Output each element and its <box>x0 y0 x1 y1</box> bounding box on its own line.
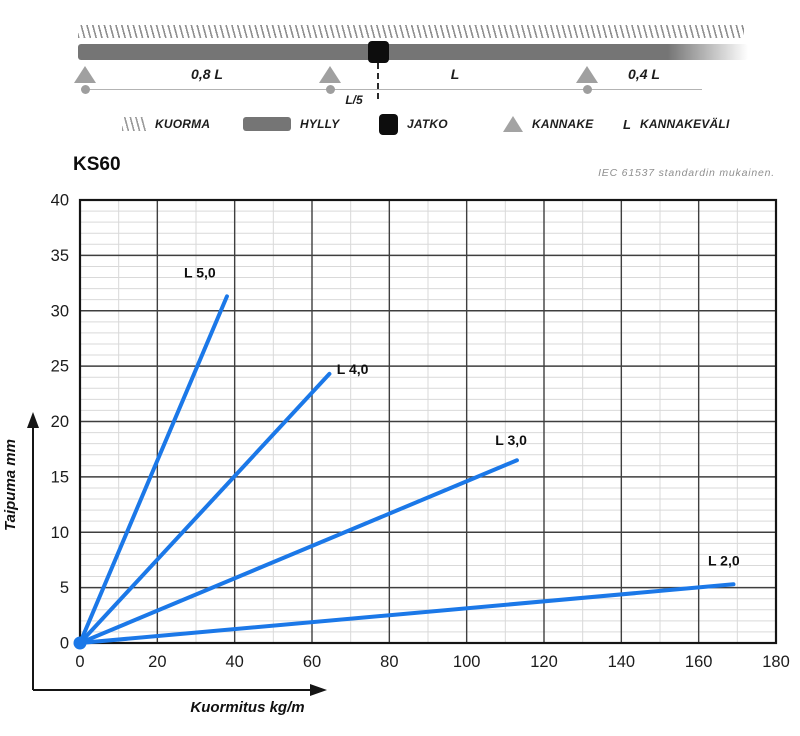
dimension-dot-right <box>583 85 592 94</box>
x-tick-label: 120 <box>530 653 558 671</box>
dimension-dot-left <box>81 85 90 94</box>
load-hatch-strip <box>78 25 744 38</box>
legend-label: KANNAKE <box>532 117 594 131</box>
x-axis-arrowhead <box>310 684 327 696</box>
shelf-bar-icon <box>243 117 291 131</box>
beam-schematic: 0,8 L L 0,4 L L/5 <box>0 0 800 150</box>
dimension-line <box>85 89 702 90</box>
span-label-left: 0,8 L <box>191 66 223 82</box>
legend-item-jatko: JATKO <box>379 110 448 138</box>
span-label-mid: L <box>450 66 460 82</box>
legend-label: JATKO <box>407 117 448 131</box>
y-axis-title: Taipuma mm <box>2 439 19 531</box>
y-tick-label: 15 <box>51 468 69 486</box>
x-tick-label: 0 <box>75 653 84 671</box>
series-label: L 4,0 <box>337 361 369 377</box>
support-triangle-middle <box>319 66 341 83</box>
plot-border <box>78 198 778 645</box>
x-tick-label: 100 <box>453 653 481 671</box>
x-tick-label: 160 <box>685 653 713 671</box>
joint-dashed-line <box>377 63 379 99</box>
x-tick-label: 180 <box>762 653 790 671</box>
series-label: L 5,0 <box>184 265 216 281</box>
y-tick-label: 20 <box>51 413 69 431</box>
x-tick-label: 20 <box>148 653 166 671</box>
legend-item-kannakevali: L KANNAKEVÄLI <box>623 110 730 138</box>
x-tick-label: 80 <box>380 653 398 671</box>
joint-square <box>368 41 389 63</box>
series-label: L 3,0 <box>495 432 527 448</box>
y-tick-label: 10 <box>51 524 69 542</box>
load-hatch-icon <box>122 117 146 131</box>
legend-label: HYLLY <box>300 117 340 131</box>
support-triangle-left <box>74 66 96 83</box>
y-tick-label: 25 <box>51 358 69 376</box>
y-tick-label: 40 <box>51 192 69 210</box>
shelf-bar <box>78 44 748 60</box>
joint-offset-label: L/5 <box>345 93 363 107</box>
legend-label: KUORMA <box>155 117 211 131</box>
span-label-right: 0,4 L <box>628 66 660 82</box>
y-tick-label: 5 <box>60 579 69 597</box>
x-axis-title: Kuormitus kg/m <box>190 699 305 716</box>
series-line <box>78 582 736 645</box>
deflection-chart: 0 20 40 60 80 100 120 140 160 180 0 5 10 15 20 25 30 35 40… <box>27 192 790 696</box>
origin-dot <box>73 636 87 650</box>
letter-L-symbol: L <box>623 116 631 132</box>
y-tick-label: 0 <box>60 635 69 653</box>
joint-square-icon <box>379 113 398 135</box>
series-line <box>78 458 519 645</box>
x-tick-label: 140 <box>608 653 636 671</box>
x-tick-label: 60 <box>303 653 321 671</box>
support-triangle-icon <box>503 116 523 132</box>
legend: KUORMA HYLLY JATKO KANNAKE L KANNAKEVÄLI <box>0 110 800 140</box>
legend-item-hylly: HYLLY <box>243 110 339 138</box>
series-line <box>78 371 332 645</box>
chart-title: KS60 <box>73 154 121 175</box>
dimension-dot-middle <box>326 85 335 94</box>
legend-item-kuorma: KUORMA <box>122 110 210 138</box>
series-line <box>78 294 229 645</box>
legend-item-kannake: KANNAKE <box>503 110 593 138</box>
support-triangle-right <box>576 66 598 83</box>
x-tick-label: 40 <box>225 653 243 671</box>
y-tick-label: 30 <box>51 302 69 320</box>
legend-label: KANNAKEVÄLI <box>639 117 730 131</box>
y-axis-arrowhead <box>27 412 39 428</box>
series-label: L 2,0 <box>708 552 740 568</box>
standard-note: IEC 61537 standardin mukainen. <box>598 167 775 179</box>
y-tick-label: 35 <box>51 247 69 265</box>
